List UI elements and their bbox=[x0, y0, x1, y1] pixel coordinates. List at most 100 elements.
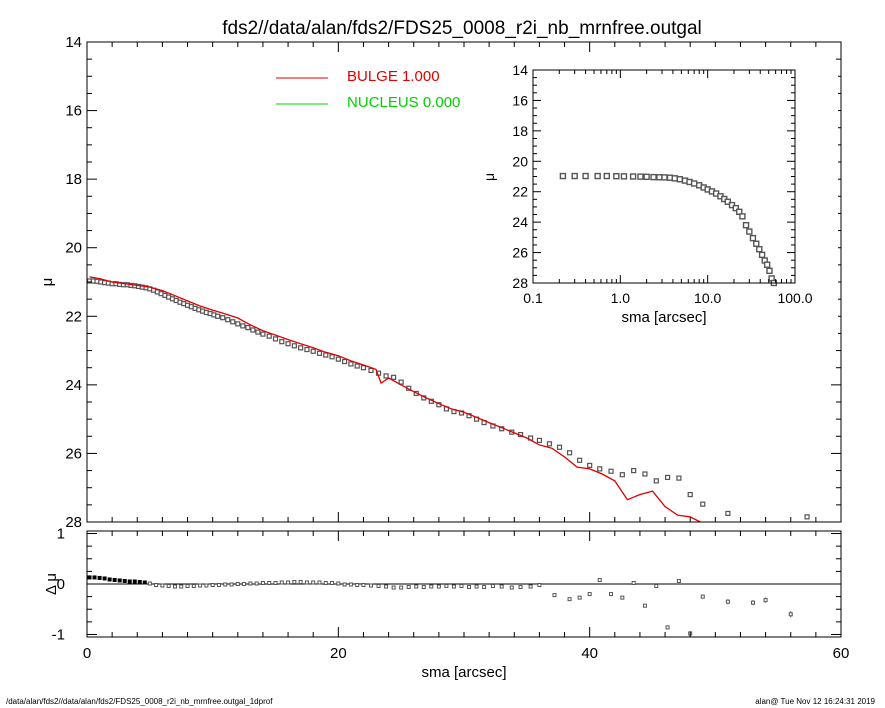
main-data-point bbox=[597, 466, 603, 472]
residual-data-point bbox=[292, 579, 297, 584]
main-data-point bbox=[255, 329, 261, 335]
residual-xtick-label: 20 bbox=[330, 645, 347, 662]
residual-data-point bbox=[665, 625, 670, 630]
residual-data-point bbox=[336, 581, 341, 586]
residual-data-point bbox=[97, 575, 102, 580]
residual-panel: 1 0 -1 0 20 40 60 Δ μ sma [arcsec] bbox=[43, 526, 849, 681]
residual-data-point bbox=[216, 583, 221, 588]
main-ytick-label: 18 bbox=[65, 171, 82, 188]
residual-xlabel: sma [arcsec] bbox=[421, 664, 506, 681]
main-data-point bbox=[342, 358, 348, 365]
footer-path: /data/alan/fds2//data/alan/fds2/FDS25_00… bbox=[6, 697, 273, 706]
residual-data-point bbox=[223, 582, 228, 587]
main-ytick-label: 16 bbox=[65, 103, 82, 120]
residual-data-point bbox=[260, 580, 265, 585]
residual-data-point bbox=[391, 585, 396, 590]
legend-bulge-label: BULGE 1.000 bbox=[347, 68, 440, 85]
residual-data-point bbox=[518, 585, 523, 590]
main-data-point bbox=[279, 339, 285, 345]
main-data-point bbox=[235, 321, 241, 327]
residual-data-point bbox=[273, 580, 278, 585]
residual-data-point bbox=[567, 597, 572, 602]
inset-data-point bbox=[732, 204, 740, 212]
main-data-point bbox=[291, 343, 297, 349]
residual-data-point bbox=[537, 583, 542, 588]
inset-xtick-label: 1.0 bbox=[611, 290, 631, 306]
residual-data-point bbox=[248, 581, 253, 586]
residual-data-point bbox=[474, 584, 479, 589]
main-data-point bbox=[383, 373, 389, 379]
residual-data-point bbox=[788, 612, 793, 617]
residual-data-point bbox=[700, 594, 705, 599]
main-data-point bbox=[556, 444, 563, 450]
inset-ticks: 14 16 18 20 22 24 26 280.1 1.0 10.0 100.0 bbox=[512, 62, 812, 306]
residual-data-point bbox=[459, 584, 464, 589]
residual-data-point bbox=[198, 583, 203, 588]
inset-ytick-label: 20 bbox=[512, 153, 528, 169]
inset-data-point bbox=[594, 172, 601, 180]
residual-data-point bbox=[107, 577, 112, 582]
main-data-point bbox=[398, 379, 404, 385]
main-data-point bbox=[323, 352, 329, 358]
inset-plot-area bbox=[559, 172, 778, 287]
main-series-group bbox=[87, 276, 810, 522]
residual-data-point bbox=[342, 582, 347, 587]
main-data-point bbox=[391, 374, 397, 380]
residual-data-point bbox=[132, 579, 137, 584]
residual-data-point bbox=[210, 583, 215, 588]
inset-data-point bbox=[603, 172, 611, 180]
residual-data-point bbox=[279, 580, 284, 585]
residual-data-point bbox=[499, 584, 504, 589]
residual-data-point bbox=[204, 583, 209, 588]
main-data-point bbox=[368, 367, 374, 374]
main-panel: 14 16 18 20 22 24 26 28 μ bbox=[39, 34, 842, 531]
main-data-point bbox=[577, 457, 583, 463]
main-data-point bbox=[642, 471, 648, 477]
residual-data-point bbox=[509, 585, 514, 590]
main-ytick-label: 26 bbox=[65, 445, 82, 462]
residual-data-point bbox=[451, 584, 456, 589]
residual-ylabel: Δ μ bbox=[43, 573, 60, 595]
residual-data-point bbox=[137, 579, 142, 584]
main-data-point bbox=[220, 315, 226, 321]
main-data-point bbox=[329, 354, 335, 360]
residual-data-point bbox=[235, 582, 240, 586]
main-data-point bbox=[245, 325, 251, 331]
residual-data-point bbox=[597, 577, 602, 582]
residual-data-point bbox=[160, 583, 165, 588]
residual-data-point bbox=[166, 584, 171, 589]
main-data-point bbox=[631, 467, 637, 474]
inset-data-point bbox=[620, 173, 628, 180]
residual-data-point bbox=[87, 575, 92, 580]
main-data-point bbox=[354, 363, 360, 369]
residual-data-point bbox=[286, 580, 291, 585]
residual-data-point bbox=[429, 584, 434, 589]
residual-data-point bbox=[414, 584, 419, 589]
main-data-point bbox=[566, 450, 573, 456]
main-data-point bbox=[316, 350, 323, 356]
residual-ytick-label: 1 bbox=[57, 526, 65, 543]
main-data-point bbox=[587, 462, 593, 469]
chart-title: fds2//data/alan/fds2/FDS25_0008_r2i_nb_m… bbox=[222, 18, 702, 39]
main-ytick-label: 24 bbox=[65, 377, 82, 394]
inset-data-point bbox=[650, 173, 657, 181]
inset-xlabel: sma [arcsec] bbox=[621, 309, 706, 326]
main-data-point bbox=[260, 331, 266, 337]
inset-data-point bbox=[749, 234, 757, 242]
residual-data-point bbox=[528, 584, 533, 589]
residual-data-point bbox=[179, 584, 184, 589]
residual-data-point bbox=[361, 583, 366, 588]
residual-data-point bbox=[348, 582, 353, 587]
residual-data-point bbox=[330, 580, 335, 585]
residual-data-point bbox=[467, 585, 472, 590]
main-data-point bbox=[230, 319, 236, 325]
inset-ytick-label: 16 bbox=[512, 92, 528, 108]
residual-data-point bbox=[122, 578, 127, 583]
residual-data-point bbox=[376, 584, 381, 589]
inset-data-point bbox=[766, 267, 773, 275]
residual-ytick-label: -1 bbox=[52, 626, 65, 643]
main-ylabel: μ bbox=[39, 278, 56, 287]
main-data-point bbox=[664, 474, 671, 481]
residual-data-point bbox=[406, 585, 411, 590]
